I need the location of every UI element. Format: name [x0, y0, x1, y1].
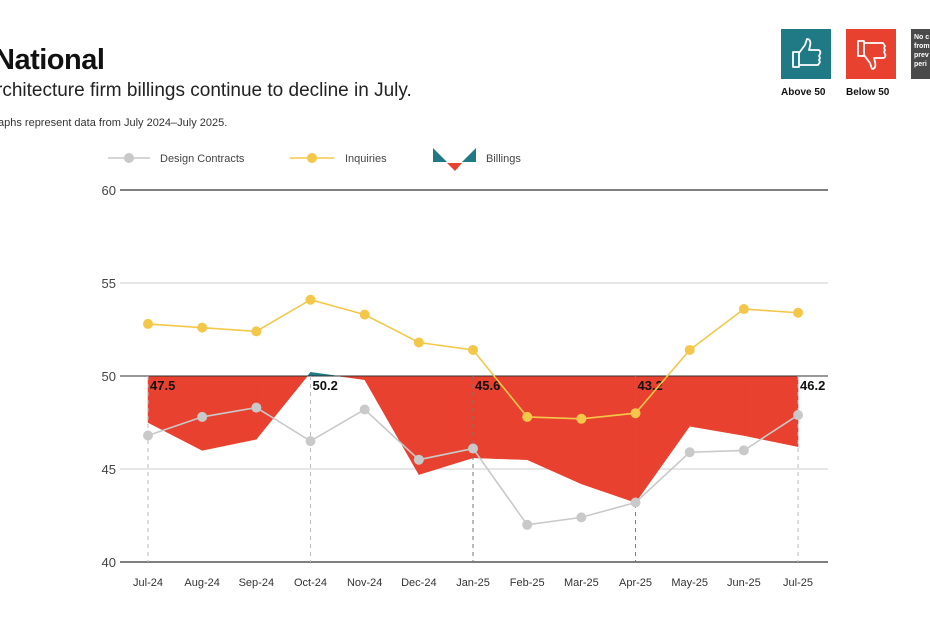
x-tick-label: Dec-24: [401, 577, 436, 589]
below-50-label: Below 50: [846, 87, 890, 98]
x-tick-label: Aug-24: [184, 577, 219, 589]
x-tick-label: Jan-25: [456, 577, 490, 589]
inquiries-point: [413, 337, 424, 348]
x-tick-label: Jun-25: [727, 577, 761, 589]
x-tick-label: May-25: [671, 577, 708, 589]
y-tick-label: 60: [102, 183, 116, 198]
no-change-note: No c from prev peri: [911, 29, 930, 79]
legend-billings: Billings: [486, 153, 521, 165]
billings-value-label: 50.2: [313, 378, 338, 393]
inquiries-point: [305, 294, 316, 305]
x-tick-label: Nov-24: [347, 577, 382, 589]
inquiries-point: [197, 322, 208, 333]
billings-area-below: [689, 375, 745, 436]
billings-area-above: [306, 371, 311, 377]
thumbs-up-icon: [781, 29, 831, 79]
page-subtitle: rchitecture firm billings continue to de…: [0, 80, 412, 101]
design-contracts-point: [143, 430, 153, 441]
inquiries-point: [738, 304, 749, 315]
y-tick-label: 40: [102, 555, 116, 570]
billings-value-label: 47.5: [150, 378, 175, 393]
billings-area-below: [201, 375, 257, 451]
design-contracts-point: [359, 404, 370, 415]
billings-area-below: [256, 375, 309, 440]
inquiries-point: [630, 408, 641, 419]
x-tick-label: Apr-25: [619, 577, 652, 589]
inquiries-point: [684, 344, 695, 355]
design-contracts-point: [738, 445, 749, 456]
x-tick-label: Jul-24: [133, 577, 163, 589]
legend-billings-below: [447, 163, 462, 171]
x-tick-label: Feb-25: [510, 577, 545, 589]
design-contracts-point: [522, 519, 533, 530]
inquiries-point: [793, 307, 804, 318]
design-contracts-point: [630, 497, 641, 508]
billings-area-below: [526, 375, 582, 485]
design-contracts-point: [251, 402, 262, 413]
design-contracts-point: [413, 454, 424, 465]
billings-value-label: 46.2: [800, 378, 825, 393]
design-contracts-point: [684, 447, 695, 458]
x-tick-label: Mar-25: [564, 577, 599, 589]
x-tick-label: Sep-24: [239, 577, 274, 589]
page-title: National: [0, 44, 105, 76]
legend-billings-above: [433, 148, 447, 162]
design-contracts-point: [468, 443, 479, 454]
legend-billings-above-right: [462, 148, 476, 162]
inquiries-point: [251, 326, 262, 337]
billings-value-label: 45.6: [475, 378, 500, 393]
inquiries-point: [143, 318, 153, 329]
billings-area-above: [310, 371, 338, 377]
inquiries-point: [576, 413, 587, 424]
inquiries-point: [359, 309, 370, 320]
billings-area-below: [337, 375, 365, 381]
thumbs-down-icon: [846, 29, 896, 79]
legend-design-contracts: Design Contracts: [160, 153, 245, 165]
billings-area-below: [364, 375, 420, 476]
billings-area-below: [581, 375, 636, 503]
inquiries-point: [468, 344, 479, 355]
legend: Design Contracts Inquiries Billings: [108, 148, 521, 171]
design-contracts-point: [576, 512, 587, 523]
billings-area-below: [635, 375, 690, 504]
billings-area-below: [743, 375, 799, 447]
legend-inquiries-marker: [307, 153, 317, 163]
x-tick-label: Oct-24: [294, 577, 327, 589]
billings-area-below: [418, 375, 474, 475]
inquiries-point: [522, 411, 533, 422]
x-tick-label: Jul-25: [783, 577, 813, 589]
data-range-note: aphs represent data from July 2024–July …: [0, 117, 228, 129]
y-tick-label: 45: [102, 462, 116, 477]
legend-design-contracts-marker: [124, 153, 134, 163]
design-contracts-point: [305, 436, 316, 447]
design-contracts-point: [793, 410, 804, 421]
y-tick-label: 50: [102, 369, 116, 384]
design-contracts-point: [197, 411, 208, 422]
legend-inquiries: Inquiries: [345, 153, 387, 165]
above-50-label: Above 50: [781, 87, 826, 98]
y-tick-label: 55: [102, 276, 116, 291]
